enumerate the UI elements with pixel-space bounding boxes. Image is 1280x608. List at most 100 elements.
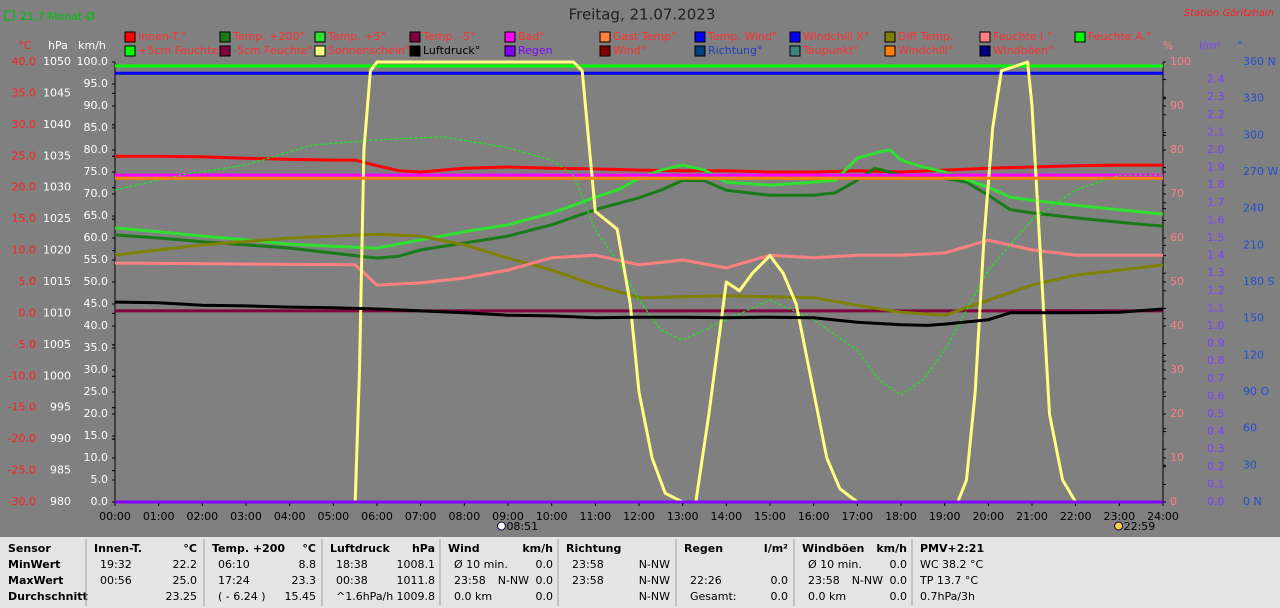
table-cell: 23:58: [572, 574, 604, 587]
table-cell: 23.25: [166, 590, 198, 603]
column-title: Wind: [448, 542, 480, 555]
x-tick-label: 06:00: [361, 510, 393, 523]
x-tick-label: 09:00: [492, 510, 524, 523]
y-tick-label: 985: [50, 464, 71, 477]
table-cell: 23.3: [292, 574, 317, 587]
legend-label: Diff Temp.: [898, 30, 953, 43]
y-tick-label: 1.6: [1207, 213, 1225, 226]
y-tick-label: 210: [1243, 238, 1264, 251]
legend-swatch: [979, 45, 991, 57]
y-tick-label: 55.0: [84, 253, 109, 266]
y-tick-label: 95.0: [84, 77, 109, 90]
legend-label: Temp. -5°: [422, 30, 476, 43]
y-tick-label: 240: [1243, 202, 1264, 215]
x-tick-label: 11:00: [579, 510, 611, 523]
x-tick-label: 22:00: [1060, 510, 1092, 523]
background: [0, 0, 1280, 537]
y-tick-label: 30: [1243, 458, 1257, 471]
x-tick-label: 08:00: [448, 510, 480, 523]
table-cell: 0.0: [890, 590, 908, 603]
legend-label: Windchill X°: [803, 30, 869, 43]
x-tick-label: 00:00: [99, 510, 131, 523]
y-tick-label: 90: [1170, 99, 1184, 112]
y-tick-label: 1000: [43, 369, 71, 382]
table-cell: 0.0: [536, 558, 554, 571]
table-cell: Durchschnitt: [8, 590, 88, 603]
y-tick-label: 80: [1170, 143, 1184, 156]
table-cell: Ø 10 min.: [808, 558, 862, 571]
table-cell: 0.0 km: [808, 590, 846, 603]
table-cell: 8.8: [299, 558, 317, 571]
table-cell: 15.45: [285, 590, 317, 603]
column-title: Windböen: [802, 542, 864, 555]
axis-title: hPa: [48, 39, 68, 52]
y-tick-label: -30.0: [8, 495, 36, 508]
y-tick-label: 10: [1170, 451, 1184, 464]
y-tick-label: 60: [1170, 231, 1184, 244]
y-tick-label: 30.0: [84, 363, 109, 376]
y-tick-label: 360 N: [1243, 55, 1276, 68]
y-tick-label: 15.0: [84, 429, 109, 442]
legend-label: +5cm Feuchte°: [138, 44, 224, 57]
table-cell: Ø 10 min.: [454, 558, 508, 571]
y-tick-label: -15.0: [8, 401, 36, 414]
y-tick-label: -20.0: [8, 432, 36, 445]
y-tick-label: 1040: [43, 118, 71, 131]
legend-label: Bad°: [518, 30, 545, 43]
table-cell: 0.0: [771, 574, 789, 587]
y-tick-label: 25.0: [12, 149, 37, 162]
y-tick-label: 75.0: [84, 165, 109, 178]
legend-label: Regen: [518, 44, 553, 57]
y-tick-label: 40: [1170, 319, 1184, 332]
table-cell: N-NW: [639, 590, 670, 603]
x-tick-label: 18:00: [885, 510, 917, 523]
legend-swatch: [409, 31, 421, 43]
y-tick-label: -10.0: [8, 369, 36, 382]
table-cell: 23:58: [572, 558, 604, 571]
legend-label: Feuchte A.°: [1088, 30, 1151, 43]
sun-marker: [1114, 521, 1124, 531]
y-tick-label: 15.0: [12, 212, 37, 225]
series-line: [115, 60, 1163, 504]
y-tick-label: 0.0: [91, 495, 109, 508]
y-tick-label: 180 S: [1243, 275, 1274, 288]
y-tick-label: 85.0: [84, 121, 109, 134]
y-tick-label: 1050: [43, 55, 71, 68]
y-tick-label: 1.2: [1207, 284, 1225, 297]
y-tick-label: 80.0: [84, 143, 109, 156]
y-tick-label: 70.0: [84, 187, 109, 200]
legend-swatch: [694, 45, 706, 57]
legend-label: Luftdruck°: [423, 44, 480, 57]
legend-label: Innen-T.°: [138, 30, 186, 43]
x-tick-label: 05:00: [317, 510, 349, 523]
table-cell: TP 13.7 °C: [919, 574, 978, 587]
column-unit: km/h: [876, 542, 907, 555]
y-tick-label: 0.2: [1207, 460, 1225, 473]
y-tick-label: 100: [1170, 55, 1191, 68]
legend-swatch: [124, 45, 136, 57]
y-tick-label: 270 W: [1243, 165, 1278, 178]
x-tick-label: 04:00: [274, 510, 306, 523]
legend-label: Feuchte I.°: [993, 30, 1052, 43]
column-unit: km/h: [522, 542, 553, 555]
annotation: 08:51: [506, 520, 538, 533]
y-tick-label: 1.7: [1207, 196, 1225, 209]
y-tick-label: 40.0: [84, 319, 109, 332]
x-tick-label: 03:00: [230, 510, 262, 523]
column-title: Richtung: [566, 542, 621, 555]
y-tick-label: 990: [50, 432, 71, 445]
table-cell: N-NW: [498, 574, 529, 587]
note-icon: [4, 10, 15, 21]
y-tick-label: 0.7: [1207, 372, 1225, 385]
y-tick-label: 0.8: [1207, 354, 1225, 367]
table-cell: 00:56: [100, 574, 132, 587]
x-tick-label: 13:00: [667, 510, 699, 523]
y-tick-label: 0.4: [1207, 425, 1225, 438]
x-tick-label: 14:00: [710, 510, 742, 523]
y-tick-label: 20.0: [84, 407, 109, 420]
y-tick-label: 2.1: [1207, 125, 1225, 138]
legend-swatch: [979, 31, 991, 43]
x-tick-label: 19:00: [929, 510, 961, 523]
y-tick-label: 40.0: [12, 55, 37, 68]
